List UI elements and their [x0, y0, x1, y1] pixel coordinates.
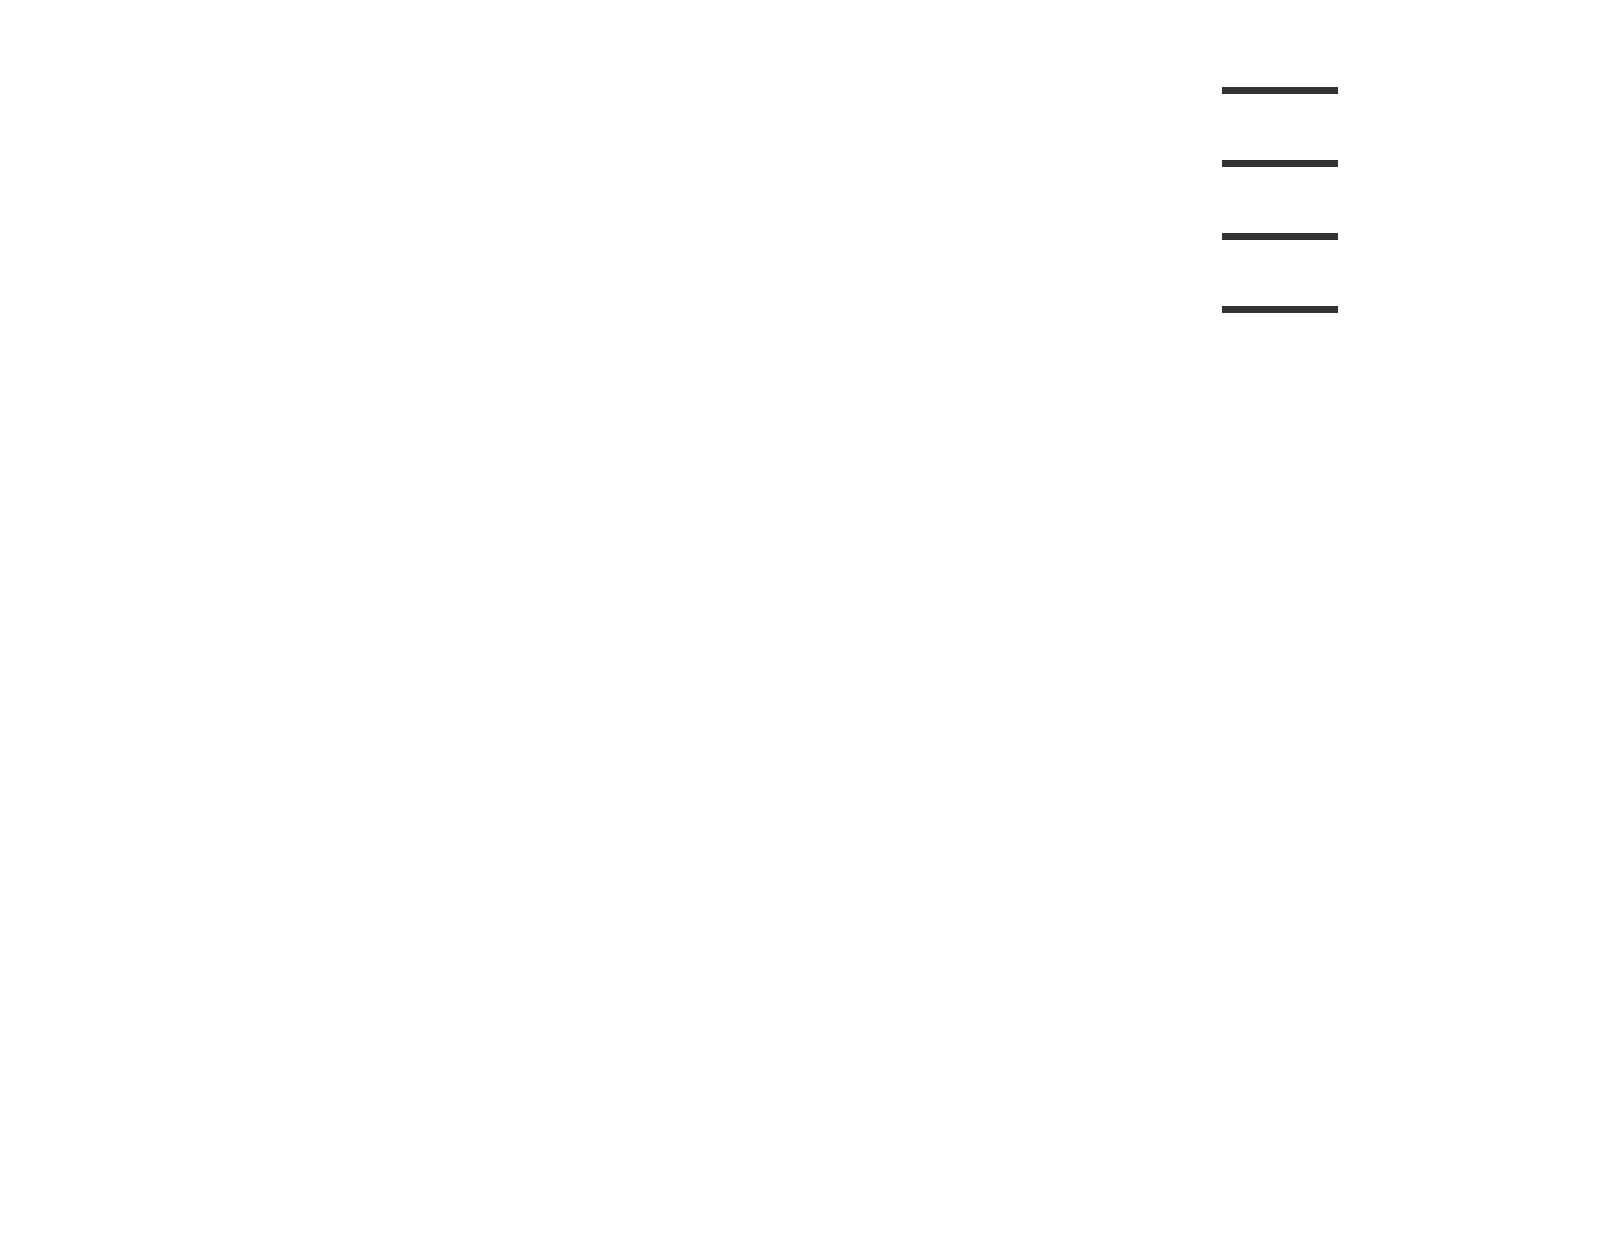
chart-figure	[0, 0, 1606, 1248]
plot-canvas	[0, 0, 1606, 1248]
